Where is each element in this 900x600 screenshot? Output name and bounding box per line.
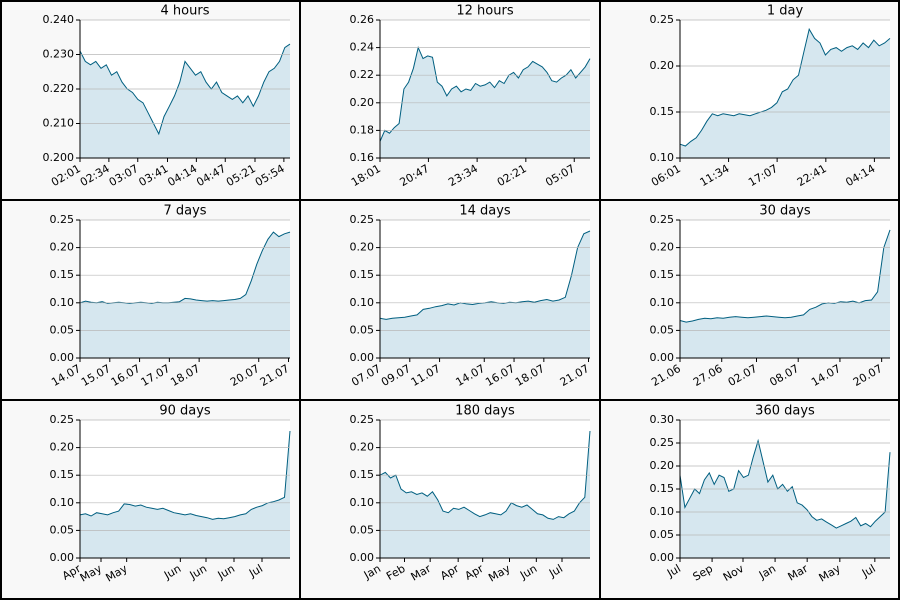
line bbox=[679, 438, 891, 529]
y-tick-label: 0.30 bbox=[650, 413, 675, 426]
y-tick-label: 0.230 bbox=[43, 48, 75, 61]
y-tick-label: 0.00 bbox=[350, 551, 375, 564]
y-tick-label: 0.05 bbox=[50, 323, 75, 336]
area bbox=[380, 231, 590, 358]
chart-title: 7 days bbox=[163, 204, 206, 219]
y-tick-label: 0.15 bbox=[650, 482, 675, 495]
y-tick-label: 0.10 bbox=[650, 296, 675, 309]
y-tick-label: 0.05 bbox=[50, 523, 75, 536]
y-tick-label: 0.15 bbox=[350, 268, 375, 281]
y-tick-label: 0.20 bbox=[50, 241, 75, 254]
area bbox=[680, 229, 890, 358]
y-tick-label: 0.00 bbox=[350, 351, 375, 364]
chart-title: 1 day bbox=[767, 4, 804, 19]
y-tick-label: 0.20 bbox=[350, 96, 375, 109]
y-tick-label: 0.15 bbox=[50, 268, 75, 281]
line bbox=[679, 27, 891, 147]
x-tick-label: Jul bbox=[246, 562, 265, 580]
y-tick-label: 0.20 bbox=[650, 459, 675, 472]
y-tick-label: 0.16 bbox=[350, 151, 375, 164]
y-tick-label: 0.25 bbox=[650, 213, 675, 226]
y-tick-label: 0.240 bbox=[43, 13, 75, 26]
y-tick-label: 0.25 bbox=[650, 13, 675, 26]
y-tick-label: 0.15 bbox=[650, 268, 675, 281]
y-tick-label: 0.10 bbox=[50, 296, 75, 309]
y-tick-label: 0.220 bbox=[43, 82, 75, 95]
y-tick-label: 0.200 bbox=[43, 151, 75, 164]
line bbox=[79, 430, 291, 520]
y-tick-label: 0.15 bbox=[50, 468, 75, 481]
line bbox=[379, 430, 591, 520]
y-tick-label: 0.00 bbox=[50, 351, 75, 364]
area bbox=[80, 431, 290, 558]
y-tick-label: 0.20 bbox=[50, 441, 75, 454]
panel: 14 days0.000.050.100.150.200.2507.0709.0… bbox=[300, 200, 600, 400]
y-tick-label: 0.20 bbox=[350, 241, 375, 254]
y-tick-label: 0.25 bbox=[650, 436, 675, 449]
line bbox=[679, 229, 891, 323]
y-tick-label: 0.25 bbox=[50, 213, 75, 226]
y-tick-label: 0.05 bbox=[650, 528, 675, 541]
y-tick-label: 0.05 bbox=[650, 323, 675, 336]
chart-title: 12 hours bbox=[456, 4, 513, 19]
x-tick-label: Jul bbox=[664, 562, 683, 580]
chart-title: 360 days bbox=[755, 404, 815, 419]
line bbox=[379, 46, 591, 142]
y-tick-label: 0.10 bbox=[50, 496, 75, 509]
y-tick-label: 0.22 bbox=[350, 68, 375, 81]
y-tick-label: 0.20 bbox=[350, 441, 375, 454]
x-tick-label: Jul bbox=[546, 562, 565, 580]
area bbox=[80, 44, 290, 158]
y-tick-label: 0.10 bbox=[650, 505, 675, 518]
y-tick-label: 0.00 bbox=[50, 551, 75, 564]
panel: 7 days0.000.050.100.150.200.2514.0715.07… bbox=[0, 200, 300, 400]
y-tick-label: 0.05 bbox=[350, 523, 375, 536]
y-tick-label: 0.20 bbox=[650, 59, 675, 72]
y-tick-label: 0.25 bbox=[50, 413, 75, 426]
y-tick-label: 0.15 bbox=[650, 105, 675, 118]
chart-title: 14 days bbox=[459, 204, 511, 219]
x-tick-label: Jul bbox=[859, 562, 878, 580]
y-tick-label: 0.00 bbox=[650, 551, 675, 564]
area bbox=[680, 440, 890, 558]
panel: 4 hours0.2000.2100.2200.2300.24002:0102:… bbox=[0, 0, 300, 200]
y-tick-label: 0.15 bbox=[350, 468, 375, 481]
y-tick-label: 0.10 bbox=[650, 151, 675, 164]
y-tick-label: 0.24 bbox=[350, 41, 375, 54]
area bbox=[80, 232, 290, 358]
y-tick-label: 0.10 bbox=[350, 296, 375, 309]
chart-title: 30 days bbox=[759, 204, 811, 219]
area bbox=[380, 431, 590, 558]
chart-title: 4 hours bbox=[161, 4, 210, 19]
y-tick-label: 0.20 bbox=[650, 241, 675, 254]
y-tick-label: 0.26 bbox=[350, 13, 375, 26]
chart-title: 90 days bbox=[159, 404, 211, 419]
y-tick-label: 0.18 bbox=[350, 123, 375, 136]
chart-title: 180 days bbox=[455, 404, 515, 419]
y-tick-label: 0.10 bbox=[350, 496, 375, 509]
y-tick-label: 0.05 bbox=[350, 323, 375, 336]
line bbox=[79, 43, 291, 136]
y-tick-label: 0.210 bbox=[43, 117, 75, 130]
y-tick-label: 0.25 bbox=[350, 213, 375, 226]
area bbox=[680, 29, 890, 159]
y-tick-label: 0.25 bbox=[350, 413, 375, 426]
y-tick-label: 0.00 bbox=[650, 351, 675, 364]
